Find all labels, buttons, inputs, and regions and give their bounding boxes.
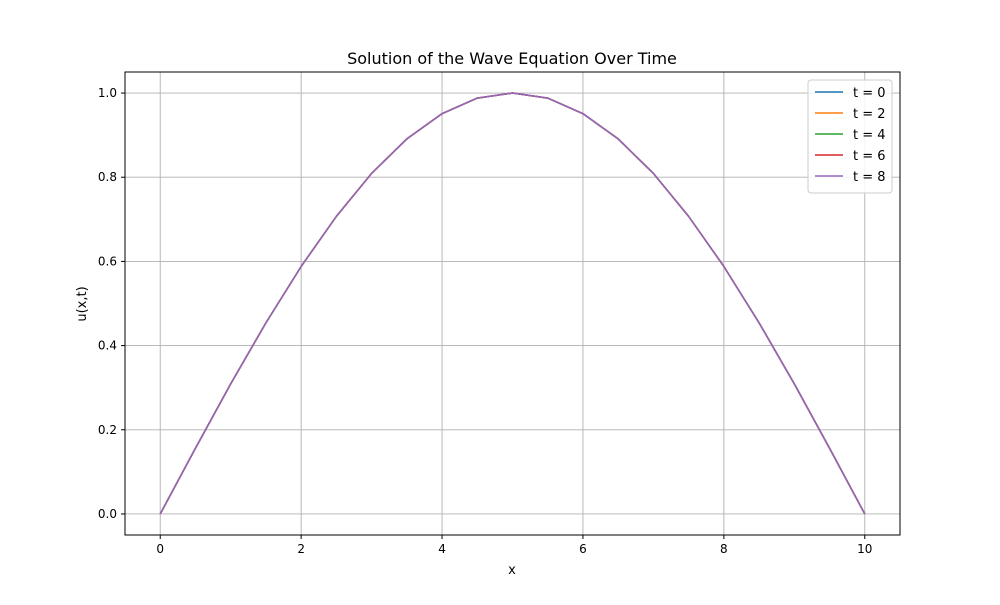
- x-tick-label: 8: [720, 542, 728, 556]
- legend-label-3: t = 6: [853, 149, 886, 164]
- grid-layer: [125, 72, 900, 535]
- x-axis-label: x: [508, 563, 516, 578]
- legend: t = 0 t = 2 t = 4 t = 6 t = 8: [807, 79, 893, 194]
- tick-layer: 0 2 4 6 8 10 0.0 0.2 0.4 0.6 0.8 1.0: [98, 86, 873, 556]
- y-axis-label: u(x,t): [75, 286, 90, 321]
- x-tick-label: 4: [438, 542, 446, 556]
- series-layer: [159, 92, 866, 515]
- y-tick-label: 0.2: [98, 423, 117, 437]
- series-line-3: [159, 92, 866, 515]
- series-line-2: [159, 92, 866, 515]
- x-tick-label: 0: [156, 542, 164, 556]
- legend-label-4: t = 8: [853, 170, 886, 185]
- legend-label-0: t = 0: [853, 86, 886, 101]
- series-line-0: [159, 92, 866, 515]
- series-line-4: [159, 92, 866, 515]
- y-tick-label: 0.4: [98, 339, 117, 353]
- x-tick-label: 10: [857, 542, 872, 556]
- y-tick-label: 0.8: [98, 170, 117, 184]
- x-tick-label: 6: [579, 542, 587, 556]
- y-tick-label: 0.0: [98, 507, 117, 521]
- x-tick-label: 2: [297, 542, 305, 556]
- legend-label-1: t = 2: [853, 107, 886, 122]
- legend-label-2: t = 4: [853, 128, 886, 143]
- series-line-1: [159, 92, 866, 515]
- chart-title: Solution of the Wave Equation Over Time: [347, 49, 677, 68]
- y-tick-label: 0.6: [98, 254, 117, 268]
- legend-box: [807, 79, 893, 194]
- plot-frame: [124, 71, 901, 536]
- y-tick-label: 1.0: [98, 86, 117, 100]
